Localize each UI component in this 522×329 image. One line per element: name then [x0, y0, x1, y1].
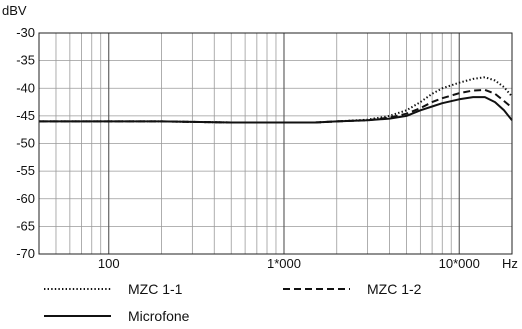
- plot-frame: [38, 32, 513, 255]
- x-axis-unit-label: Hz: [502, 256, 518, 271]
- y-tick-label: -55: [16, 163, 35, 178]
- y-tick-label: -45: [16, 108, 35, 123]
- legend: MZC 1-1 MZC 1-2 Microfone: [44, 281, 422, 324]
- series-lines: [39, 76, 513, 124]
- y-tick-label: -40: [16, 80, 35, 95]
- y-tick-labels: -30 -35 -40 -45 -50 -55 -60 -65 -70: [16, 25, 35, 261]
- y-tick-label: -30: [16, 25, 35, 40]
- y-tick-label: -60: [16, 191, 35, 206]
- y-tick-label: -35: [16, 53, 35, 68]
- y-tick-label: -70: [16, 246, 35, 261]
- grid: [38, 32, 513, 255]
- x-tick-label: 100: [98, 256, 120, 271]
- series-line: [39, 96, 513, 124]
- y-axis-unit-label: dBV: [2, 3, 27, 18]
- legend-label: MZC 1-2: [367, 281, 422, 297]
- legend-label: MZC 1-1: [128, 281, 183, 297]
- x-tick-labels: 100 1*000 10*000: [98, 256, 480, 271]
- x-tick-label: 1*000: [267, 256, 301, 271]
- x-tick-label: 10*000: [439, 256, 480, 271]
- y-tick-label: -50: [16, 136, 35, 151]
- legend-label: Microfone: [128, 308, 190, 324]
- y-tick-label: -65: [16, 218, 35, 233]
- series-line: [39, 88, 513, 124]
